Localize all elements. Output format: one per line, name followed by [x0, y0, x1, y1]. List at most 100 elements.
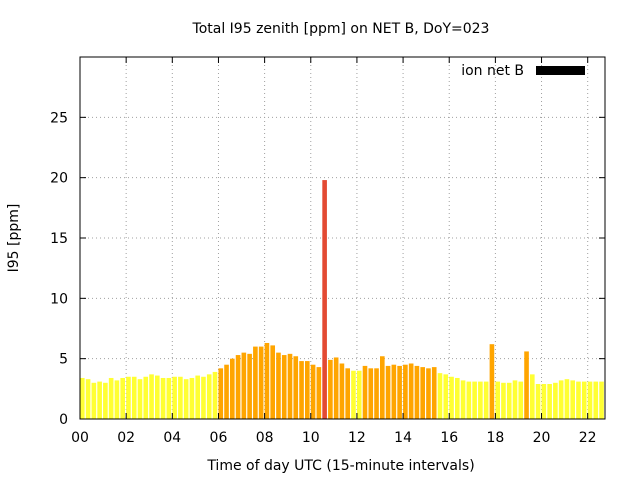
- bar: [299, 361, 304, 419]
- bar: [126, 376, 131, 419]
- x-tick-label: 22: [579, 430, 597, 446]
- x-tick-label: 16: [440, 430, 458, 446]
- bar: [443, 374, 449, 419]
- x-tick-label: 00: [71, 430, 89, 446]
- bar: [293, 356, 299, 419]
- ticks: [79, 57, 605, 420]
- bar: [455, 377, 460, 419]
- y-tick-label: 20: [50, 171, 68, 187]
- bar: [85, 379, 91, 419]
- x-tick-label: 12: [348, 430, 366, 446]
- bar: [103, 382, 108, 419]
- bar: [368, 368, 374, 419]
- bar: [230, 358, 235, 419]
- bar: [224, 364, 229, 419]
- chart-title: Total I95 zenith [ppm] on NET B, DoY=023: [192, 21, 490, 37]
- bars: [80, 180, 604, 419]
- bar: [91, 382, 97, 419]
- bar: [316, 367, 322, 419]
- x-tick-label: 18: [486, 430, 504, 446]
- bar: [391, 364, 397, 419]
- bar: [437, 373, 443, 419]
- x-tick-label: 02: [117, 430, 135, 446]
- x-tick-labels: 00 02 04 06 08 10 12 14 16 18 20 22: [71, 430, 597, 446]
- y-tick-label: 25: [50, 110, 68, 126]
- bar: [287, 353, 293, 419]
- bar: [276, 352, 281, 419]
- bar: [281, 355, 287, 419]
- bar: [380, 356, 385, 419]
- bar: [553, 382, 558, 419]
- bar: [478, 381, 483, 419]
- bar: [143, 376, 149, 419]
- bar: [535, 384, 541, 419]
- y-tick-label: 0: [59, 412, 68, 428]
- bar: [541, 384, 547, 419]
- bar: [414, 365, 420, 419]
- bar: [195, 375, 200, 419]
- bar: [247, 353, 252, 419]
- bar: [547, 384, 552, 419]
- bar: [564, 379, 570, 419]
- bar: [212, 371, 218, 419]
- bar: [530, 374, 535, 419]
- bar: [431, 367, 437, 419]
- bar: [587, 381, 593, 419]
- bar: [576, 381, 581, 419]
- bar: [472, 381, 477, 419]
- bar: [374, 368, 379, 419]
- bar: [201, 376, 206, 419]
- bar: [189, 377, 195, 419]
- bar: [408, 363, 414, 419]
- bar: [506, 382, 512, 419]
- bar: [362, 365, 368, 419]
- x-tick-label: 14: [394, 430, 412, 446]
- bar: [483, 381, 489, 419]
- legend-swatch: [536, 66, 585, 75]
- grid: [80, 57, 605, 419]
- bar: [345, 368, 350, 419]
- bar: [385, 365, 391, 419]
- bar: [241, 352, 247, 419]
- y-axis-label: I95 [ppm]: [6, 204, 22, 273]
- bar: [356, 370, 362, 419]
- x-tick-label: 06: [210, 430, 228, 446]
- bar: [235, 355, 241, 419]
- bar: [155, 375, 160, 419]
- bar: [351, 370, 356, 419]
- x-tick-label: 10: [302, 430, 320, 446]
- bar: [160, 377, 166, 419]
- bar: [426, 368, 431, 419]
- bar: [460, 380, 466, 419]
- bar: [218, 368, 224, 419]
- bar: [178, 376, 183, 419]
- bar: [339, 363, 345, 419]
- bar: [570, 380, 575, 419]
- bar: [581, 381, 587, 419]
- bar: [501, 382, 506, 419]
- bar: [322, 180, 327, 419]
- bar: [149, 374, 154, 419]
- bar: [593, 381, 599, 419]
- bar: [114, 380, 120, 419]
- bar: [512, 380, 518, 419]
- x-tick-label: 20: [533, 430, 551, 446]
- bar: [466, 381, 472, 419]
- y-tick-labels: 0 5 10 15 20 25: [50, 110, 68, 428]
- bar: [137, 379, 143, 419]
- bar: [599, 381, 604, 419]
- bar: [489, 344, 495, 419]
- bar: [270, 345, 275, 419]
- bar: [206, 374, 212, 419]
- y-tick-label: 15: [50, 231, 68, 247]
- y-tick-label: 10: [50, 291, 68, 307]
- bar: [120, 377, 125, 419]
- bar: [183, 379, 189, 419]
- bar: [172, 376, 177, 419]
- bar: [495, 381, 500, 419]
- bar: [449, 376, 454, 419]
- x-tick-label: 04: [163, 430, 181, 446]
- bar: [524, 351, 529, 419]
- bar: [333, 357, 339, 419]
